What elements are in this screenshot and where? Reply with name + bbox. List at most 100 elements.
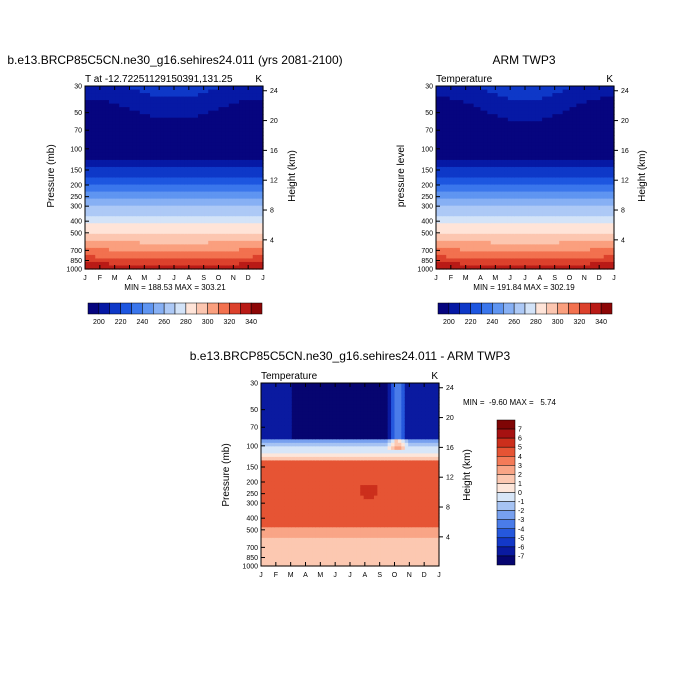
contour-cell [477, 103, 482, 108]
contour-cell [119, 240, 124, 245]
contour-cell [235, 181, 240, 186]
contour-cell [139, 205, 144, 210]
contour-cell [132, 100, 137, 105]
contour-cell [511, 219, 516, 224]
contour-cell [511, 184, 516, 189]
contour-cell [480, 159, 485, 165]
contour-cell [528, 142, 533, 147]
contour-cell [136, 159, 141, 165]
contour-cell [531, 184, 536, 189]
contour-cell [136, 254, 141, 260]
contour-cell [531, 117, 536, 122]
contour-cell [572, 117, 577, 122]
contour-cell [139, 86, 144, 91]
contour-cell [473, 261, 478, 267]
contour-cell [245, 114, 250, 119]
contour-cell [221, 138, 226, 143]
contour-cell [525, 103, 530, 108]
contour-cell [473, 135, 478, 140]
contour-cell [105, 163, 110, 168]
contour-cell [466, 166, 471, 172]
contour-cell [126, 103, 131, 108]
contour-cell [480, 188, 485, 193]
contour-cell [252, 128, 257, 133]
contour-cell [126, 251, 131, 256]
contour-cell [483, 100, 488, 105]
contour-cell [463, 142, 468, 147]
contour-cell [194, 128, 199, 133]
contour-cell [91, 251, 96, 256]
contour-cell [115, 191, 120, 196]
contour-cell [504, 233, 509, 238]
contour-cell [576, 107, 581, 112]
contour-cell [160, 149, 165, 154]
contour-cell [85, 184, 90, 189]
contour-cell [167, 240, 172, 245]
contour-cell [184, 135, 189, 140]
contour-cell [442, 188, 447, 193]
contour-cell [566, 89, 571, 94]
contour-cell [156, 135, 161, 140]
contour-cell [228, 223, 233, 228]
contour-cell [453, 247, 458, 252]
contour-cell [456, 86, 461, 91]
contour-cell [228, 107, 233, 112]
contour-cell [453, 138, 458, 143]
contour-cell [115, 233, 120, 238]
contour-cell [167, 117, 172, 122]
contour-cell [163, 254, 168, 260]
contour-cell [208, 205, 213, 210]
contour-cell [483, 135, 488, 140]
contour-cell [548, 152, 553, 157]
contour-cell [119, 226, 124, 231]
contour-cell [446, 128, 451, 133]
contour-cell [249, 240, 254, 245]
contour-cell [562, 247, 567, 252]
contour-cell [504, 191, 509, 196]
contour-cell [514, 156, 519, 161]
contour-cell [483, 237, 488, 242]
contour-cell [156, 93, 161, 98]
contour-cell [576, 89, 581, 94]
contour-cell [480, 258, 485, 263]
contour-cell [245, 159, 250, 165]
contour-cell [494, 128, 499, 133]
contour-cell [518, 124, 523, 129]
contour-cell [566, 128, 571, 133]
contour-cell [436, 93, 441, 98]
contour-cell [572, 100, 577, 105]
contour-cell [146, 173, 151, 179]
contour-cell [184, 117, 189, 122]
contour-cell [511, 254, 516, 260]
contour-cell [119, 237, 124, 242]
contour-cell [197, 247, 202, 252]
contour-cell [487, 128, 492, 133]
contour-cell [208, 170, 213, 175]
contour-cell [459, 247, 464, 252]
contour-cell [436, 96, 441, 101]
contour-cell [211, 89, 216, 94]
contour-cell [518, 226, 523, 231]
contour-cell [239, 251, 244, 256]
contour-cell [525, 128, 530, 133]
contour-cell [98, 261, 103, 267]
contour-cell [572, 110, 577, 115]
contour-cell [177, 198, 182, 203]
contour-cell [572, 96, 577, 101]
contour-cell [197, 163, 202, 168]
contour-cell [221, 265, 226, 270]
contour-cell [105, 117, 110, 122]
contour-cell [115, 258, 120, 263]
contour-cell [507, 173, 512, 179]
contour-cell [245, 173, 250, 179]
contour-cell [102, 152, 107, 157]
contour-cell [538, 152, 543, 157]
contour-cell [511, 128, 516, 133]
contour-cell [95, 195, 100, 200]
contour-cell [249, 156, 254, 161]
contour-cell [466, 244, 471, 249]
contour-cell [242, 261, 247, 267]
contour-cell [184, 258, 189, 263]
contour-cell [531, 138, 536, 143]
contour-cell [511, 135, 516, 140]
